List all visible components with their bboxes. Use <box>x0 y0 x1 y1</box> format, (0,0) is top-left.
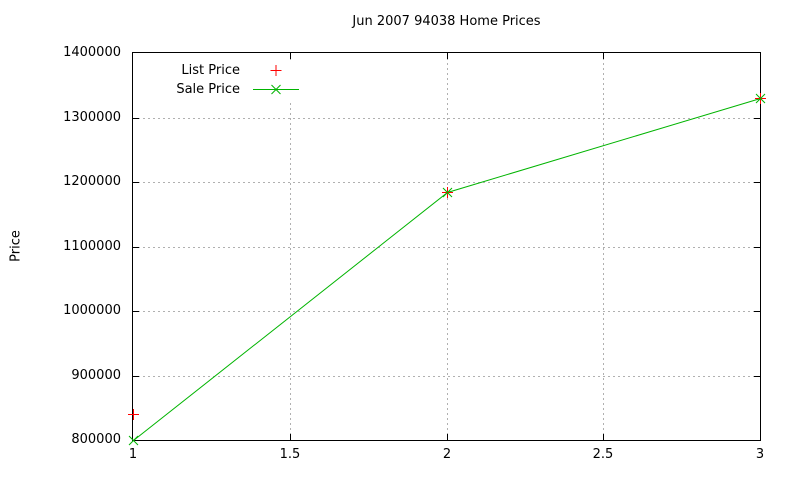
series-marker-list-price <box>128 409 139 420</box>
x-tick-label: 1.5 <box>279 447 301 462</box>
grid-line-vertical <box>603 53 604 440</box>
y-tick-label: 1300000 <box>63 110 121 125</box>
legend-sample-marker <box>270 65 282 76</box>
x-tick-mark <box>447 53 448 59</box>
y-tick-label: 1400000 <box>63 45 121 60</box>
y-tick-mark <box>133 247 139 248</box>
y-tick-mark <box>754 182 760 183</box>
series-marker-sale-price <box>755 93 766 104</box>
y-tick-mark <box>133 376 139 377</box>
legend-series-label: Sale Price <box>176 82 240 97</box>
y-tick-label: 900000 <box>71 368 121 383</box>
plot-area: List Price Sale Price <box>128 52 766 446</box>
x-tick-label: 1 <box>128 447 138 462</box>
y-tick-mark <box>133 182 139 183</box>
tick-layer <box>133 53 760 440</box>
grid-line-vertical <box>290 53 291 440</box>
grid-line-horizontal <box>133 247 760 248</box>
series-marker-sale-price <box>128 435 139 446</box>
series-line-sale-price <box>133 98 761 441</box>
legend-entry: Sale Price <box>160 80 299 99</box>
y-tick-mark <box>754 247 760 248</box>
y-tick-label: 1000000 <box>63 303 121 318</box>
x-tick-mark <box>447 434 448 440</box>
x-tick-label: 2.5 <box>592 447 614 462</box>
legend-sample-plus <box>270 65 282 76</box>
series-marker-sale-price <box>442 187 453 198</box>
x-tick-label: 2 <box>442 447 452 462</box>
x-tick-mark <box>603 53 604 59</box>
x-tick-label: 3 <box>755 447 765 462</box>
y-tick-label: 1100000 <box>63 239 121 254</box>
legend-sample-x <box>253 84 299 95</box>
y-tick-mark <box>754 118 760 119</box>
y-tick-label: 1200000 <box>63 174 121 189</box>
x-tick-mark <box>290 53 291 59</box>
grid-line-horizontal <box>133 182 760 183</box>
grid-layer <box>133 53 760 440</box>
y-tick-label: 800000 <box>71 432 121 447</box>
grid-line-vertical <box>447 53 448 440</box>
grid-line-horizontal <box>133 311 760 312</box>
chart-title: Jun 2007 94038 Home Prices <box>352 14 541 29</box>
legend-series-label: List Price <box>181 63 240 78</box>
x-tick-mark <box>290 434 291 440</box>
y-tick-mark <box>133 311 139 312</box>
grid-line-horizontal <box>133 376 760 377</box>
legend-sample-marker <box>271 84 281 95</box>
x-tick-mark <box>603 434 604 440</box>
y-tick-mark <box>133 118 139 119</box>
y-tick-mark <box>754 311 760 312</box>
legend: List Price Sale Price <box>158 61 301 101</box>
grid-line-horizontal <box>133 118 760 119</box>
legend-entry: List Price <box>160 61 299 80</box>
data-series-plot <box>128 93 766 446</box>
y-tick-mark <box>754 376 760 377</box>
